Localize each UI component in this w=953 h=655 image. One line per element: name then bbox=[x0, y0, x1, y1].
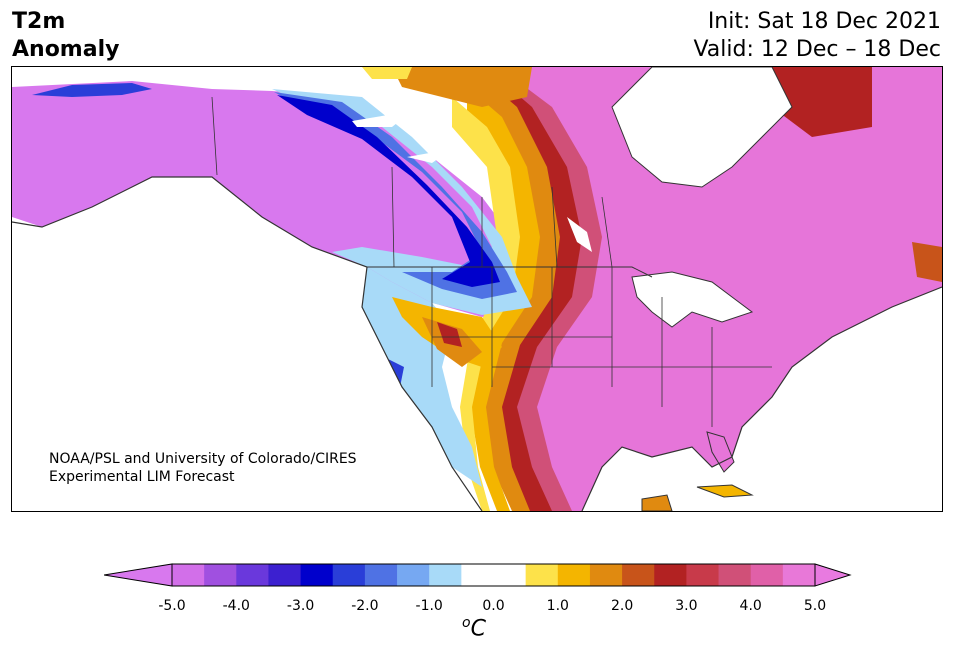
province-lines bbox=[211, 96, 772, 427]
warm-band-pink bbox=[502, 77, 602, 511]
title-variable: T2m bbox=[12, 9, 66, 34]
warm-band-yellow bbox=[452, 97, 520, 511]
colorbar-segment bbox=[397, 564, 430, 586]
florida bbox=[706, 431, 735, 473]
credit-line-2: Experimental LIM Forecast bbox=[49, 469, 235, 485]
newfoundland-red bbox=[912, 242, 942, 282]
colorbar-segment bbox=[332, 564, 366, 586]
colorbar-segment bbox=[461, 564, 494, 586]
colorbar-tick-label: 1.0 bbox=[546, 598, 569, 614]
colorbar-outline bbox=[171, 563, 816, 587]
colorbar-segment bbox=[493, 564, 527, 586]
colorbar-tick-label: -4.0 bbox=[222, 598, 250, 614]
white-patch-1 bbox=[352, 111, 412, 127]
colorbar-tick-label: 5.0 bbox=[803, 598, 827, 614]
colorbar-tick-label: 4.0 bbox=[739, 598, 762, 614]
colorbar-segment bbox=[236, 564, 269, 586]
map-title: T2m Anomaly bbox=[12, 8, 119, 64]
north-warm bbox=[392, 67, 532, 107]
gulf-ocean bbox=[582, 287, 942, 511]
colorbar-tick-label: 0.0 bbox=[482, 598, 505, 614]
warm-band-gold bbox=[467, 87, 540, 511]
hudson-bay bbox=[611, 67, 793, 188]
colorbar-segment bbox=[300, 564, 334, 586]
colorbar-segment bbox=[268, 564, 302, 586]
colorbar-segment bbox=[750, 564, 784, 586]
alaska-blue bbox=[32, 83, 152, 97]
colorbar-tick-label: -5.0 bbox=[158, 598, 186, 614]
colorbar-segment bbox=[718, 564, 752, 586]
colorbar-tick-label: -1.0 bbox=[415, 598, 443, 614]
cuba bbox=[696, 484, 754, 498]
colorbar-segment bbox=[364, 564, 398, 586]
colorbar-segment bbox=[589, 564, 623, 586]
map-panel bbox=[11, 66, 943, 512]
colorbar-tick-label: -3.0 bbox=[286, 598, 315, 614]
anomaly-map bbox=[12, 67, 942, 511]
colorbar-segment bbox=[204, 564, 237, 586]
colorbar-segment bbox=[172, 564, 205, 586]
init-date: Init: Sat 18 Dec 2021 bbox=[707, 9, 941, 34]
valid-range: Valid: 12 Dec – 18 Dec bbox=[693, 37, 941, 62]
colorbar-under-arrow bbox=[104, 563, 173, 587]
warm-band-orange bbox=[480, 77, 560, 511]
colorbar bbox=[104, 563, 852, 587]
colorbar-segment bbox=[782, 564, 816, 586]
yucatan-patch bbox=[641, 494, 673, 511]
colorbar-segment bbox=[429, 564, 462, 586]
pacific-ocean bbox=[12, 177, 482, 511]
north-yellow bbox=[362, 67, 412, 79]
credit-text: NOAA/PSL and University of Colorado/CIRE… bbox=[49, 450, 357, 486]
cold-band-dark bbox=[277, 95, 500, 287]
coastline bbox=[12, 176, 483, 511]
white-patch-3 bbox=[567, 217, 592, 252]
west-cold bbox=[362, 267, 482, 487]
warm-band-red bbox=[490, 77, 582, 511]
credit-line-1: NOAA/PSL and University of Colorado/CIRE… bbox=[49, 451, 357, 467]
title-anomaly: Anomaly bbox=[12, 37, 120, 62]
colorbar-segment bbox=[622, 564, 655, 586]
unit-label: oC bbox=[462, 615, 486, 642]
colorbar-tick-label: 2.0 bbox=[610, 598, 634, 614]
interior-red bbox=[437, 322, 462, 347]
colorbar-segment bbox=[525, 564, 559, 586]
coastline-east bbox=[581, 286, 942, 511]
us-canada-border bbox=[367, 266, 653, 278]
colorbar-tick-label: -2.0 bbox=[351, 598, 379, 614]
colorbar-segment bbox=[557, 564, 591, 586]
colorbar-tick-label: 3.0 bbox=[675, 598, 698, 614]
colorbar-segment bbox=[686, 564, 720, 586]
white-patch-2 bbox=[407, 149, 452, 163]
colorbar-segment bbox=[654, 564, 687, 586]
colorbar-over-arrow bbox=[814, 563, 852, 587]
forecast-dates: Init: Sat 18 Dec 2021 Valid: 12 Dec – 18… bbox=[693, 8, 941, 64]
